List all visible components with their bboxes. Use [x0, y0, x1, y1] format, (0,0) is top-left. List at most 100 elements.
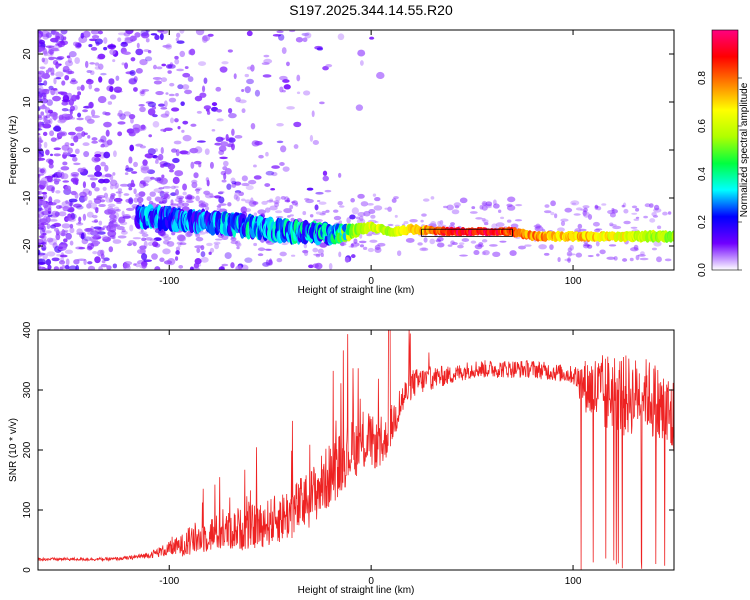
- noise-speck: [219, 66, 228, 73]
- y-tick-label: 20: [22, 48, 33, 60]
- noise-speck: [241, 182, 250, 187]
- noise-speck: [41, 57, 45, 63]
- noise-speck: [50, 67, 55, 75]
- noise-speck: [182, 84, 190, 90]
- colorbar-tick-label: 0.4: [697, 167, 708, 181]
- haze-speck: [481, 239, 488, 243]
- noise-speck: [38, 135, 42, 143]
- noise-speck: [202, 34, 211, 42]
- noise-speck: [124, 167, 134, 172]
- haze-speck: [107, 203, 116, 208]
- haze-speck: [257, 209, 266, 215]
- haze-speck: [283, 208, 292, 214]
- noise-speck: [311, 110, 315, 118]
- haze-speck: [119, 183, 129, 187]
- noise-speck: [148, 134, 153, 138]
- noise-speck: [117, 112, 122, 117]
- haze-speck: [373, 205, 383, 211]
- noise-speck: [98, 139, 105, 143]
- haze-speck: [197, 231, 207, 235]
- noise-speck: [50, 37, 59, 43]
- haze-speck: [543, 252, 550, 256]
- noise-speck: [68, 51, 77, 58]
- noise-speck: [155, 159, 159, 164]
- noise-speck: [42, 131, 48, 137]
- snr-series-line: [38, 330, 674, 570]
- haze-speck: [372, 193, 377, 197]
- noise-speck: [113, 86, 123, 93]
- noise-speck: [109, 86, 114, 93]
- noise-speck: [40, 30, 50, 38]
- noise-speck: [53, 77, 57, 85]
- noise-speck: [174, 256, 179, 261]
- noise-speck: [69, 227, 75, 234]
- noise-speck: [337, 33, 345, 41]
- noise-speck: [53, 125, 62, 132]
- haze-speck: [94, 219, 98, 223]
- noise-speck: [168, 93, 175, 97]
- noise-speck: [116, 226, 125, 230]
- haze-speck: [317, 248, 324, 254]
- noise-speck: [55, 205, 62, 210]
- noise-speck: [84, 60, 89, 69]
- noise-speck: [233, 73, 237, 80]
- noise-speck: [223, 172, 227, 180]
- noise-speck: [126, 243, 133, 247]
- noise-speck: [51, 114, 59, 120]
- noise-speck: [84, 115, 92, 122]
- noise-speck: [60, 30, 68, 35]
- noise-speck: [78, 246, 86, 250]
- snr-x-ticks: -100 0 100: [159, 330, 582, 587]
- noise-speck: [38, 93, 43, 99]
- haze-speck: [109, 184, 114, 190]
- noise-speck: [246, 78, 254, 85]
- noise-speck: [81, 238, 89, 245]
- haze-speck: [485, 201, 493, 207]
- noise-speck: [187, 76, 194, 82]
- noise-speck: [89, 62, 95, 65]
- noise-speck: [71, 213, 77, 219]
- noise-speck: [38, 153, 42, 159]
- haze-speck: [421, 213, 427, 217]
- noise-speck: [129, 224, 134, 232]
- noise-speck: [177, 84, 184, 90]
- noise-speck: [128, 156, 133, 164]
- spectrogram-y-ticks: -20 -10 0 10 20: [22, 48, 674, 253]
- noise-speck: [293, 144, 299, 149]
- haze-speck: [115, 208, 121, 212]
- noise-speck: [91, 214, 98, 219]
- noise-speck: [159, 257, 165, 263]
- haze-speck: [117, 188, 123, 192]
- haze-speck: [623, 208, 629, 214]
- noise-speck: [350, 254, 356, 259]
- noise-speck: [150, 176, 155, 180]
- noise-speck: [41, 191, 48, 195]
- haze-speck: [575, 252, 583, 258]
- noise-speck: [70, 177, 79, 183]
- noise-speck: [182, 120, 189, 125]
- noise-speck: [46, 223, 51, 230]
- noise-speck: [109, 49, 116, 56]
- haze-speck: [549, 244, 554, 250]
- haze-speck: [89, 235, 97, 242]
- noise-speck: [215, 86, 222, 92]
- haze-speck: [244, 199, 252, 204]
- noise-speck: [42, 200, 47, 206]
- noise-speck: [263, 54, 270, 58]
- noise-speck: [123, 263, 131, 269]
- noise-speck: [97, 63, 104, 70]
- noise-speck: [62, 65, 70, 73]
- haze-speck: [459, 254, 469, 257]
- haze-speck: [214, 243, 219, 250]
- haze-speck: [492, 251, 501, 257]
- haze-speck: [635, 207, 640, 212]
- noise-speck: [140, 247, 146, 255]
- haze-speck: [374, 196, 381, 202]
- noise-speck: [94, 256, 101, 264]
- noise-speck: [282, 79, 290, 83]
- ridge-cell: [671, 231, 674, 242]
- haze-speck: [482, 202, 487, 206]
- haze-speck: [623, 220, 631, 225]
- noise-speck: [50, 153, 54, 157]
- haze-speck: [458, 242, 465, 246]
